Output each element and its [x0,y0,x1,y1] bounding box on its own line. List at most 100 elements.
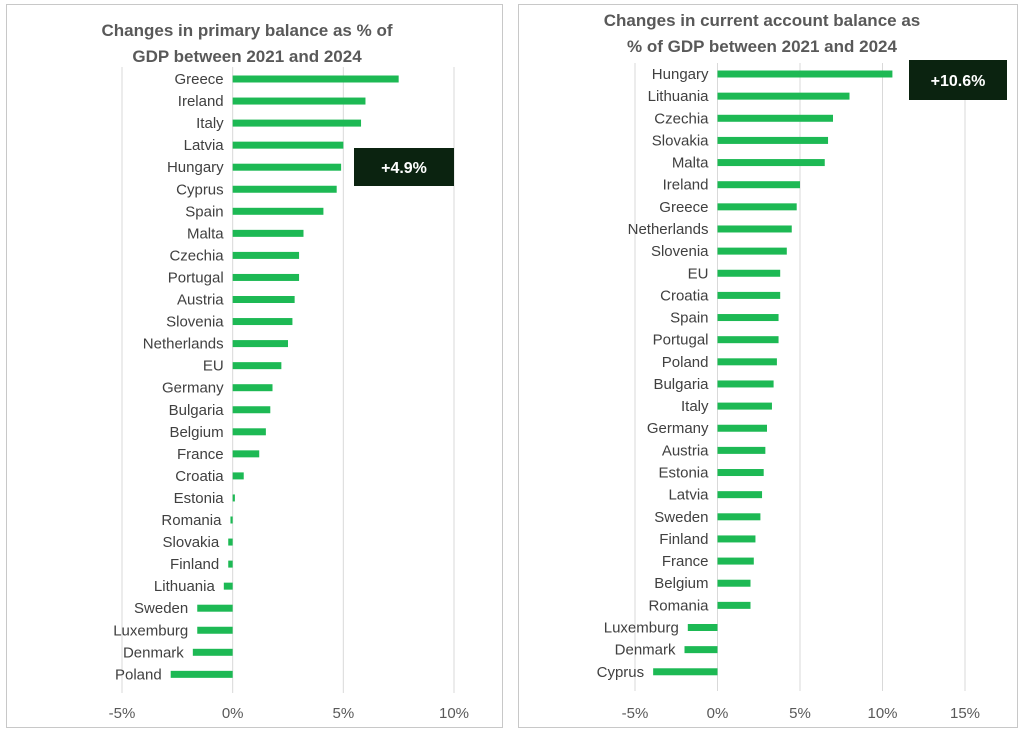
current-account-bar-poland [717,358,777,366]
primary-category-label: Luxemburg [113,622,188,639]
current-account-category-label: France [662,553,709,570]
primary-category-label: Netherlands [143,336,224,353]
primary-bar-ireland [232,97,366,105]
primary-bar-malta [232,229,304,237]
primary-x-tick-label: 0% [222,705,244,722]
primary-category-label: EU [203,358,224,375]
primary-balance-chart: Changes in primary balance as % of GDP be… [102,21,470,722]
primary-balance-chart-panel: Changes in primary balance as % of GDP be… [6,4,503,728]
primary-category-label: Czechia [169,247,224,264]
current-account-bar-eu [717,269,781,277]
primary-category-label: Lithuania [154,578,216,595]
current-account-title-line-1: Changes in current account balance as [604,11,920,30]
primary-category-label: Poland [115,666,162,683]
primary-bar-germany [232,384,273,392]
primary-callout-box [354,148,454,186]
current-account-x-tick-label: 15% [950,705,980,722]
current-account-category-label: Spain [670,310,708,327]
current-account-bar-bulgaria [717,380,774,388]
primary-bar-estonia [232,494,235,502]
current-account-bar-belgium [717,579,751,587]
primary-bar-sweden [197,604,233,612]
current-account-category-label: EU [688,265,709,282]
current-account-bar-ireland [717,181,800,189]
primary-bar-cyprus [232,185,337,193]
current-account-bar-portugal [717,336,779,344]
primary-bar-france [232,450,260,458]
current-account-bar-malta [717,159,825,167]
current-account-category-label: Croatia [660,287,709,304]
current-account-category-label: Cyprus [597,664,645,681]
primary-bar-czechia [232,251,300,259]
current-account-bar-slovenia [717,247,787,255]
primary-category-label: Belgium [169,424,223,441]
current-account-chart-panel: Changes in current account balance as % o… [518,4,1018,728]
primary-bar-croatia [232,472,244,480]
current-account-bar-germany [717,424,767,432]
primary-category-label: Estonia [174,490,225,507]
primary-category-label: Malta [187,225,224,242]
primary-category-label: Italy [196,115,224,132]
current-account-category-label: Italy [681,398,709,415]
current-account-category-label: Austria [662,442,709,459]
current-account-x-tick-label: 0% [707,705,729,722]
current-account-bar-denmark [684,646,718,654]
primary-bar-greece [232,75,399,83]
primary-title-line-1: Changes in primary balance as % of [102,21,393,40]
current-account-bar-lithuania [717,92,850,100]
primary-category-label: Croatia [175,468,224,485]
current-account-callout-box [909,60,1007,100]
current-account-category-label: Sweden [654,509,708,526]
current-account-category-label: Bulgaria [653,376,709,393]
current-account-category-label: Netherlands [628,221,709,238]
primary-category-label: Greece [174,71,223,88]
current-account-bar-finland [717,535,756,543]
current-account-category-label: Portugal [653,332,709,349]
primary-bar-slovakia [228,538,233,546]
primary-bar-romania [230,516,233,524]
current-account-category-label: Slovakia [652,132,709,149]
primary-bar-eu [232,362,282,370]
current-account-bar-croatia [717,291,781,299]
current-account-x-tick-label: 5% [789,705,811,722]
current-account-category-label: Luxemburg [604,620,679,637]
primary-category-label: Bulgaria [169,402,225,419]
current-account-category-label: Czechia [654,110,709,127]
current-account-category-label: Lithuania [648,88,710,105]
primary-category-label: Portugal [168,269,224,286]
current-account-category-label: Greece [659,199,708,216]
primary-bar-poland [170,670,233,678]
current-account-bar-czechia [717,114,833,122]
primary-bar-latvia [232,141,344,149]
primary-x-tick-label: -5% [109,705,136,722]
primary-bar-finland [228,560,233,568]
current-account-category-label: Romania [648,597,709,614]
current-account-bar-hungary [717,70,893,78]
primary-title-line-2: GDP between 2021 and 2024 [132,47,362,66]
primary-bar-luxemburg [197,626,233,634]
current-account-category-label: Poland [662,354,709,371]
primary-bar-austria [232,296,295,303]
primary-bar-bulgaria [232,406,271,414]
current-account-bar-luxemburg [687,624,718,631]
current-account-category-label: Belgium [654,575,708,592]
current-account-callout-label: +10.6% [931,73,986,90]
primary-bar-hungary [232,163,342,171]
primary-bar-italy [232,119,362,127]
current-account-category-label: Latvia [668,487,709,504]
primary-category-label: Cyprus [176,181,224,198]
primary-bar-spain [232,207,324,215]
current-account-category-label: Slovenia [651,243,709,260]
primary-category-label: Hungary [167,159,224,176]
current-account-category-label: Ireland [663,177,709,194]
current-account-title-line-2: % of GDP between 2021 and 2024 [627,37,897,56]
primary-category-label: Austria [177,292,224,309]
primary-category-label: Ireland [178,93,224,110]
primary-callout-label: +4.9% [381,160,427,177]
current-account-bar-netherlands [717,225,792,233]
current-account-bar-romania [717,601,751,609]
current-account-category-label: Denmark [615,642,676,659]
primary-bar-portugal [232,273,300,281]
current-account-category-label: Malta [672,155,709,172]
primary-category-label: Latvia [184,137,225,154]
